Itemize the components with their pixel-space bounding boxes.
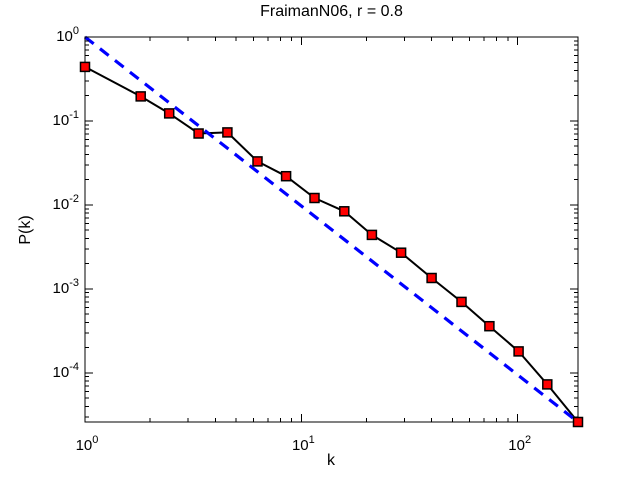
x-tick-label: 101	[292, 434, 315, 454]
data-point-marker	[309, 192, 320, 204]
data-point-marker	[484, 320, 495, 332]
data-point-marker	[426, 272, 437, 284]
data-point-marker	[79, 61, 91, 73]
y-axis-label: P(k)	[17, 215, 34, 245]
data-point-marker	[135, 91, 146, 102]
data-point-marker	[395, 247, 407, 258]
data-point-marker	[339, 206, 350, 217]
y-tick-label: 100	[56, 25, 79, 45]
y-tick-label: 10-4	[53, 361, 79, 381]
y-tick-label: 10-3	[53, 277, 79, 297]
data-point-marker	[513, 346, 524, 357]
data-point-marker	[366, 229, 378, 241]
chart-title: FraimanN06, r = 0.8	[260, 3, 403, 20]
x-axis-label: k	[327, 452, 335, 469]
data-point-marker	[456, 296, 467, 308]
data-point-marker	[193, 128, 204, 139]
data-point-marker	[572, 416, 584, 428]
guide-line	[84, 35, 579, 424]
data-point-marker	[252, 156, 263, 167]
data-point-marker	[542, 379, 553, 390]
y-tick-label: 10-1	[53, 109, 79, 129]
x-tick-label: 100	[76, 434, 99, 454]
x-tick-label: 102	[508, 434, 531, 454]
axes-box	[84, 36, 579, 423]
y-tick-label: 10-2	[53, 193, 79, 213]
data-point-marker	[222, 127, 233, 138]
data-point-marker	[280, 170, 292, 182]
data-point-marker	[163, 108, 175, 119]
